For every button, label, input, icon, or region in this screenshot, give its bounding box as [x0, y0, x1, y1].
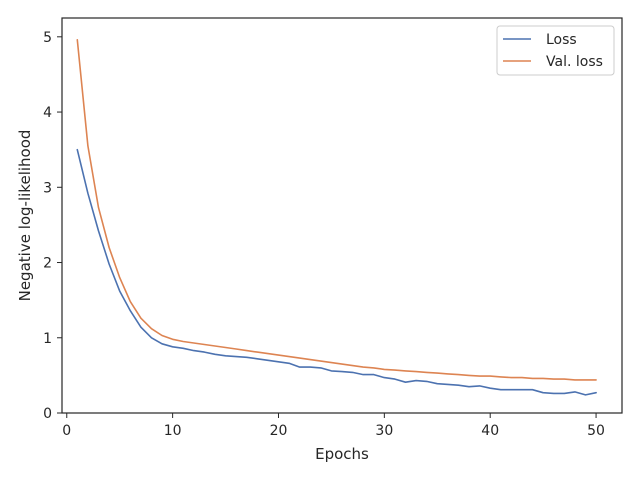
series-lines — [76, 38, 597, 396]
legend-label-val-loss: Val. loss — [546, 54, 603, 70]
legend: Loss Val. loss — [496, 25, 615, 76]
series-line-loss — [76, 148, 597, 396]
x-tick-label: 50 — [587, 423, 605, 439]
x-tick-label: 10 — [164, 423, 182, 439]
y-tick-label: 4 — [43, 105, 52, 121]
x-tick-label: 40 — [481, 423, 499, 439]
legend-label-loss: Loss — [546, 32, 577, 48]
y-tick-label: 0 — [43, 406, 52, 422]
x-axis-label: Epochs — [315, 445, 369, 463]
series-line-val-loss — [76, 38, 597, 381]
y-tick-label: 1 — [43, 331, 52, 347]
plot-area — [61, 17, 623, 414]
y-axis-label: Negative log-likelihood — [16, 130, 34, 302]
y-tick-label: 5 — [43, 30, 52, 46]
x-tick-label: 0 — [62, 423, 71, 439]
x-tick-label: 30 — [375, 423, 393, 439]
y-axis-ticks: 0 1 2 3 4 5 — [43, 30, 62, 422]
y-tick-label: 3 — [43, 180, 52, 196]
x-tick-label: 20 — [270, 423, 288, 439]
x-axis-ticks: 0 10 20 30 40 50 — [62, 413, 605, 439]
y-tick-label: 2 — [43, 256, 52, 272]
